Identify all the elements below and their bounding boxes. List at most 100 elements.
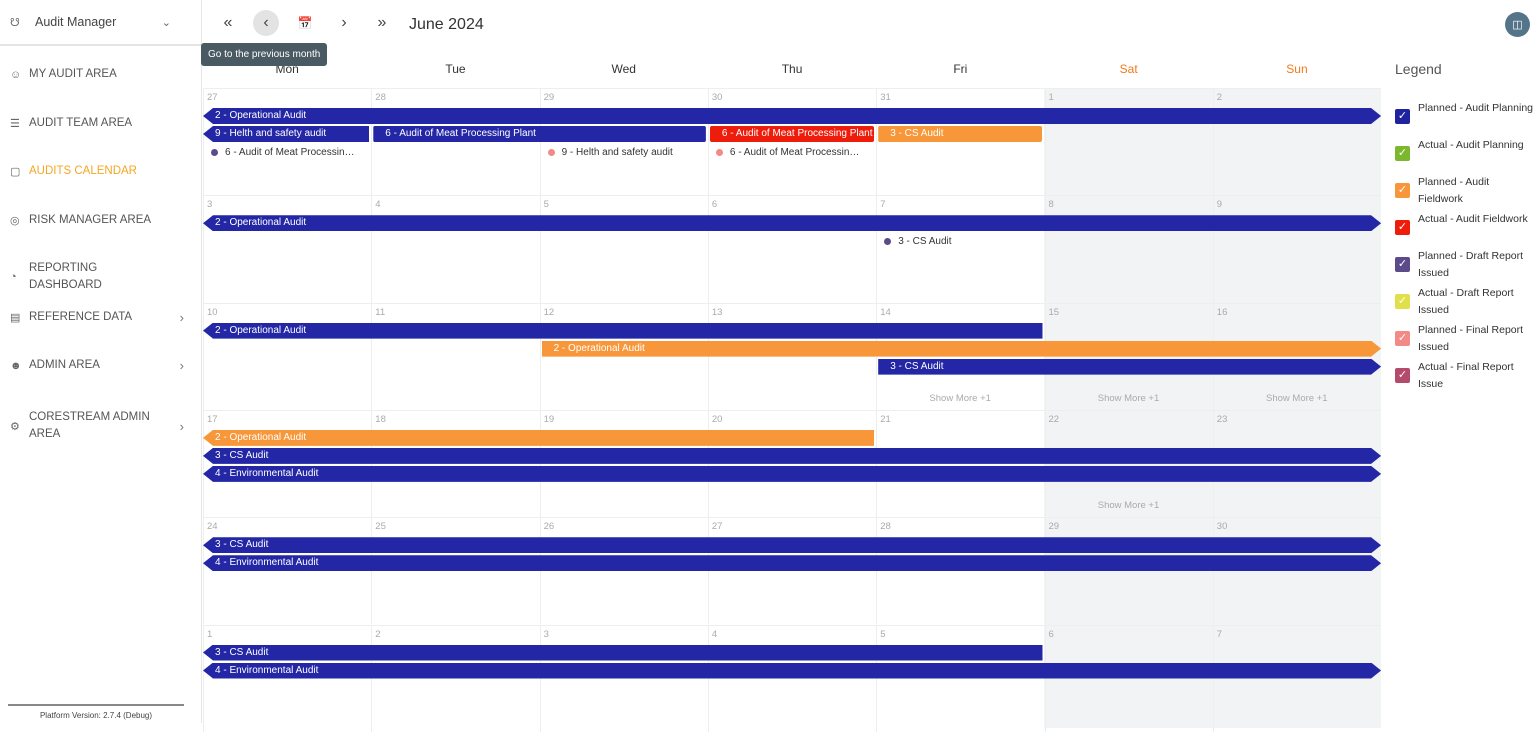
event-dot-item[interactable]: 3 - CS Audit	[884, 233, 952, 249]
legend-item[interactable]: ✓ Planned - Audit Planning	[1395, 100, 1533, 124]
checkbox-checked-icon[interactable]: ✓	[1395, 146, 1410, 161]
legend-item[interactable]: ✓ Actual - Draft Report Issued	[1395, 285, 1533, 319]
day-cell[interactable]	[707, 195, 877, 303]
app-name: Audit Manager	[35, 15, 117, 29]
show-more-link[interactable]: Show More +1	[1097, 499, 1160, 511]
chevron-right-icon: ›	[179, 358, 184, 373]
day-cell[interactable]	[876, 195, 1045, 303]
chevron-right-icon: ›	[179, 310, 184, 325]
sidebar-item-reporting-dashboard[interactable]: ◔ REPORTING DASHBOARD	[0, 260, 202, 294]
day-number: 7	[1216, 628, 1223, 640]
toggle-panel-button[interactable]: ◫	[1505, 12, 1530, 37]
event-dot-item[interactable]: 6 - Audit of Meat Processing Plant	[211, 144, 360, 160]
sidebar-item-label: AUDITS CALENDAR	[29, 165, 137, 177]
day-cell[interactable]	[203, 195, 372, 303]
day-cell[interactable]	[203, 624, 372, 732]
month-title: June 2024	[409, 16, 484, 33]
day-number: 10	[207, 306, 218, 318]
day-number: 3	[207, 199, 213, 211]
checkbox-checked-icon[interactable]: ✓	[1395, 109, 1410, 124]
today-button[interactable]: 📅	[292, 10, 318, 36]
event-bar[interactable]: 2 - Operational Audit	[203, 215, 1381, 231]
day-cell[interactable]	[707, 88, 877, 196]
legend-label: Planned - Audit Planning	[1418, 102, 1534, 114]
day-number: 14	[880, 306, 891, 318]
checkbox-checked-icon[interactable]: ✓	[1395, 257, 1410, 272]
checkbox-checked-icon[interactable]: ✓	[1395, 331, 1410, 346]
day-cell[interactable]	[1212, 88, 1382, 196]
day-cell[interactable]	[203, 517, 372, 625]
legend-item[interactable]: ✓ Planned - Final Report Issued	[1395, 322, 1533, 356]
sidebar-item-corestream-admin-area[interactable]: ⚙ CORESTREAM ADMIN AREA ›	[0, 409, 202, 443]
calendar-grid: 27 28 29 30 31 1 2 2 - Operational Audit 9 - Hel…	[203, 88, 1382, 732]
day-number: 6	[711, 199, 718, 211]
event-bar[interactable]: 4 - Environmental Audit	[203, 663, 1381, 679]
day-cell[interactable]	[203, 302, 372, 410]
checkbox-checked-icon[interactable]: ✓	[1395, 183, 1410, 198]
legend-item[interactable]: ✓ Actual - Audit Fieldwork	[1395, 211, 1533, 235]
day-cell[interactable]	[203, 409, 372, 518]
event-bar[interactable]: 9 - Helth and safety audit	[203, 126, 370, 142]
day-cell[interactable]	[203, 88, 372, 196]
event-bar[interactable]: 6 - Audit of Meat Processing Plant	[709, 126, 875, 142]
day-cell[interactable]	[1212, 195, 1382, 303]
prev-year-button[interactable]: «	[215, 10, 241, 36]
event-bar[interactable]: 2 - Operational Audit	[203, 429, 875, 446]
show-more-link[interactable]: Show More +1	[1266, 392, 1328, 404]
sidebar-item-my-audit-area[interactable]: ☺ MY AUDIT AREA	[0, 66, 202, 83]
prev-month-button[interactable]: ‹	[253, 10, 279, 36]
app-selector[interactable]: ☋ Audit Manager ⌄	[0, 0, 201, 46]
event-bar[interactable]: 6 - Audit of Meat Processing Plant	[373, 126, 706, 142]
gear-icon: ⚙	[10, 420, 20, 433]
event-bar[interactable]: 3 - CS Audit	[878, 126, 1043, 142]
legend-label: Actual - Audit Fieldwork	[1418, 213, 1528, 225]
day-cell[interactable]	[371, 88, 540, 196]
day-cell[interactable]	[876, 88, 1045, 196]
next-year-button[interactable]: »	[369, 10, 395, 36]
sidebar-item-risk-manager-area[interactable]: ◎ RISK MANAGER AREA	[0, 212, 202, 229]
day-cell[interactable]	[371, 195, 540, 303]
event-bar[interactable]: 3 - CS Audit	[203, 537, 1381, 553]
legend-item[interactable]: ✓ Planned - Audit Fieldwork	[1395, 174, 1533, 208]
legend-title: Legend	[1395, 61, 1442, 77]
checkbox-checked-icon[interactable]: ✓	[1395, 294, 1410, 309]
sidebar-item-audit-team-area[interactable]: ☰ AUDIT TEAM AREA	[0, 115, 202, 132]
event-bar[interactable]: 3 - CS Audit	[203, 644, 1043, 661]
day-number: 29	[1048, 521, 1060, 533]
event-bar[interactable]: 2 - Operational Audit	[203, 322, 1043, 339]
show-more-link[interactable]: Show More +1	[1097, 392, 1160, 404]
day-cell[interactable]	[539, 195, 708, 303]
event-bar[interactable]: 4 - Environmental Audit	[203, 466, 1381, 482]
event-bar[interactable]: 2 - Operational Audit	[542, 341, 1382, 357]
event-bar[interactable]: 3 - CS Audit	[203, 448, 1381, 464]
sidebar-item-admin-area[interactable]: ☻ ADMIN AREA ›	[0, 357, 202, 374]
day-cell[interactable]	[371, 302, 540, 410]
checkbox-checked-icon[interactable]: ✓	[1395, 220, 1410, 235]
legend-item[interactable]: ✓ Actual - Final Report Issue	[1395, 359, 1533, 393]
database-icon: ▤	[10, 312, 21, 324]
sidebar-item-audits-calendar[interactable]: ▢ AUDITS CALENDAR	[0, 163, 202, 180]
event-bar[interactable]: 4 - Environmental Audit	[203, 555, 1381, 571]
risk-icon: ◎	[10, 215, 20, 227]
legend-item[interactable]: ✓ Actual - Audit Planning	[1395, 137, 1533, 161]
event-bar[interactable]: 2 - Operational Audit	[203, 108, 1381, 124]
day-cell[interactable]	[1044, 195, 1213, 303]
next-month-button[interactable]: ›	[331, 10, 357, 36]
legend-label: Actual - Final Report Issue	[1418, 361, 1514, 390]
user-icon: ☺	[10, 68, 22, 81]
event-dot-item[interactable]: 6 - Audit of Meat Processing Plant	[715, 144, 865, 160]
event-dot-item[interactable]: 9 - Helth and safety audit	[547, 144, 673, 160]
event-bar[interactable]: 3 - CS Audit	[878, 359, 1381, 375]
day-cell[interactable]	[539, 302, 708, 410]
day-cell[interactable]	[1044, 88, 1213, 196]
legend-label: Planned - Audit Fieldwork	[1418, 176, 1490, 205]
day-number: 2	[375, 628, 381, 640]
show-more-link[interactable]: Show More +1	[929, 392, 991, 404]
day-number: 29	[543, 92, 555, 103]
sidebar-item-reference-data[interactable]: ▤ REFERENCE DATA ›	[0, 309, 202, 326]
checkbox-checked-icon[interactable]: ✓	[1395, 368, 1410, 383]
day-number: 1	[207, 628, 213, 640]
chevron-left-icon: ‹	[263, 14, 269, 31]
day-number: 28	[375, 92, 386, 103]
legend-item[interactable]: ✓ Planned - Draft Report Issued	[1395, 248, 1533, 282]
